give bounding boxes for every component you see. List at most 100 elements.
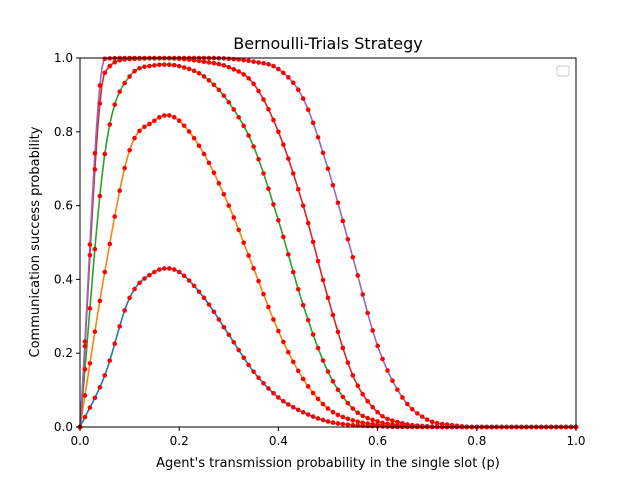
series-4-point bbox=[226, 64, 232, 70]
series-3-point bbox=[132, 68, 137, 74]
series-5-point bbox=[444, 422, 450, 427]
series-1-point bbox=[152, 269, 157, 275]
series-2-point bbox=[315, 396, 321, 402]
series-4-point bbox=[345, 360, 351, 365]
series-1-point bbox=[82, 414, 88, 420]
series-3-point bbox=[211, 82, 217, 88]
legend-box bbox=[556, 65, 570, 77]
series-5-point bbox=[370, 328, 375, 333]
series-5-point bbox=[295, 87, 301, 93]
series-4-point bbox=[221, 63, 227, 68]
series-3-point bbox=[266, 186, 271, 191]
series-5-point bbox=[355, 273, 361, 278]
series-5-point bbox=[340, 218, 346, 224]
series-1-point bbox=[176, 269, 182, 275]
series-3-point bbox=[365, 415, 370, 421]
series-1-point bbox=[251, 369, 256, 374]
series-1-point bbox=[137, 280, 142, 286]
series-5-point bbox=[97, 83, 103, 88]
series-2-point bbox=[127, 147, 132, 153]
series-5-point bbox=[390, 378, 395, 384]
chart-title: Bernoulli-Trials Strategy bbox=[233, 34, 423, 53]
series-3-point bbox=[162, 62, 167, 67]
series-2-point bbox=[196, 143, 202, 149]
x-tick-label: 1.0 bbox=[566, 434, 585, 448]
series-3-point bbox=[276, 218, 281, 223]
series-3-point bbox=[122, 80, 127, 86]
series-3-point bbox=[345, 400, 351, 406]
series-1-point bbox=[147, 272, 152, 278]
series-2-point bbox=[266, 304, 271, 310]
series-4-point bbox=[261, 97, 266, 102]
series-3-point bbox=[231, 107, 237, 112]
y-tick-label: 0.2 bbox=[54, 346, 73, 360]
series-3-point bbox=[335, 387, 341, 392]
series-3-point bbox=[102, 151, 108, 157]
series-1-point bbox=[231, 340, 237, 345]
series-2-point bbox=[350, 418, 356, 423]
series-1-point bbox=[112, 341, 118, 347]
y-axis-label: Communication success probability bbox=[28, 126, 43, 357]
series-3-point bbox=[360, 413, 366, 419]
series-1-point bbox=[171, 267, 177, 272]
series-1-point bbox=[132, 286, 137, 292]
plot-frame bbox=[79, 57, 577, 428]
series-4-point bbox=[350, 373, 356, 378]
series-1-point bbox=[276, 395, 281, 400]
series-4-point bbox=[335, 329, 341, 335]
series-4-point bbox=[290, 171, 296, 176]
series-1-point bbox=[241, 355, 246, 360]
series-5-point bbox=[241, 57, 246, 63]
series-1-point bbox=[350, 422, 356, 428]
series-1-point bbox=[290, 404, 296, 410]
series-1-point bbox=[102, 373, 108, 378]
series-1-point bbox=[256, 375, 261, 381]
series-1-point bbox=[335, 421, 341, 426]
series-3-point bbox=[176, 63, 182, 69]
series-4-point bbox=[355, 383, 361, 389]
series-4-point bbox=[424, 423, 430, 429]
series-2-point bbox=[261, 291, 266, 297]
series-4-point bbox=[241, 72, 246, 77]
series-3-point bbox=[107, 122, 113, 127]
series-3-point bbox=[340, 394, 346, 400]
series-3-point bbox=[330, 379, 336, 384]
series-4-point bbox=[286, 156, 291, 161]
x-tick-label: 0.6 bbox=[368, 434, 387, 448]
series-5-point bbox=[87, 242, 93, 247]
series-1-point bbox=[107, 358, 113, 363]
series-5-point bbox=[266, 62, 271, 67]
series-5-point bbox=[375, 343, 380, 349]
series-4-point bbox=[246, 76, 251, 81]
series-2-point bbox=[216, 180, 222, 186]
series-3-point bbox=[241, 123, 246, 129]
series-2-point bbox=[181, 123, 187, 128]
series-3-point bbox=[97, 193, 103, 199]
series-3-point bbox=[390, 422, 395, 427]
series-2-point bbox=[256, 278, 261, 284]
y-tick-label: 0.4 bbox=[54, 272, 73, 286]
series-2-point bbox=[305, 384, 311, 389]
series-5-point bbox=[414, 411, 420, 416]
series-5-point bbox=[360, 292, 366, 297]
series-3-point bbox=[246, 133, 251, 138]
x-tick-label: 0.4 bbox=[269, 434, 288, 448]
series-5-point bbox=[410, 406, 415, 412]
series-4-point bbox=[206, 60, 212, 65]
series-5-point bbox=[281, 70, 286, 76]
series-4-point bbox=[102, 70, 108, 76]
series-1-point bbox=[300, 409, 306, 415]
series-1-point bbox=[271, 390, 276, 396]
series-2-point bbox=[221, 191, 227, 197]
series-5-point bbox=[305, 107, 311, 113]
series-5-point bbox=[256, 60, 261, 65]
series-1-point bbox=[305, 412, 311, 417]
series-4-point bbox=[112, 59, 118, 65]
y-tick-label: 0.0 bbox=[54, 420, 73, 434]
x-axis-label: Agent's transmission probability in the … bbox=[156, 456, 500, 471]
series-1-point bbox=[266, 386, 271, 391]
series-2-point bbox=[355, 419, 361, 425]
series-4-point bbox=[300, 203, 306, 208]
series-2-point bbox=[122, 165, 127, 171]
